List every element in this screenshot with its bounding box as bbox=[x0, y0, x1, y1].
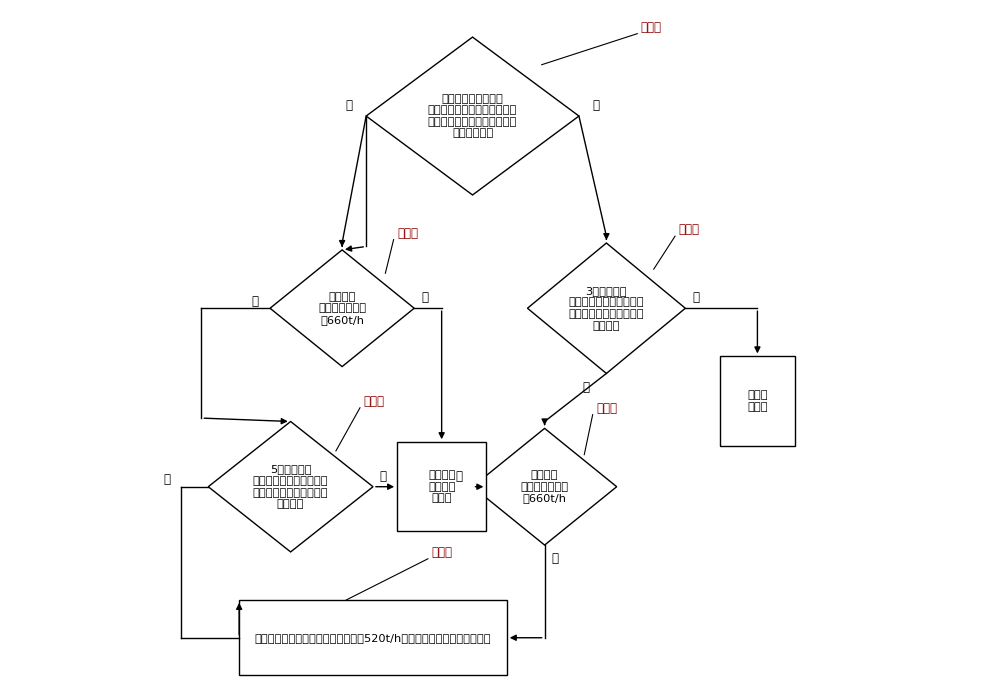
Bar bbox=[239, 600, 507, 675]
Text: 否: 否 bbox=[251, 295, 258, 308]
Polygon shape bbox=[270, 250, 414, 367]
Text: 步骤二: 步骤二 bbox=[397, 226, 418, 239]
Text: 是: 是 bbox=[380, 470, 387, 483]
Bar bbox=[720, 356, 795, 446]
Text: 否: 否 bbox=[551, 552, 558, 565]
Text: 步骤四: 步骤四 bbox=[363, 394, 384, 408]
Text: 步骤五: 步骤五 bbox=[596, 401, 617, 415]
Polygon shape bbox=[366, 37, 579, 195]
Text: 备用电动
给水泵联
启成功: 备用电动 给水泵联 启成功 bbox=[428, 470, 455, 503]
Text: 机组跳
闸停机: 机组跳 闸停机 bbox=[747, 390, 768, 412]
Text: 机组主气
流量是否小于等
于660t/h: 机组主气 流量是否小于等 于660t/h bbox=[318, 291, 366, 325]
Polygon shape bbox=[473, 428, 617, 545]
Text: 否: 否 bbox=[692, 291, 699, 304]
Text: 机组主气
流量是否小于等
于660t/h: 机组主气 流量是否小于等 于660t/h bbox=[521, 470, 569, 503]
Polygon shape bbox=[208, 421, 373, 552]
Bar bbox=[397, 442, 486, 531]
Text: 5秒后联锁启
动副备用电动给水泵，判
断副备用电动给水泵是否
启动成功: 5秒后联锁启 动副备用电动给水泵，判 断副备用电动给水泵是否 启动成功 bbox=[253, 464, 328, 509]
Text: 是: 是 bbox=[455, 470, 462, 483]
Text: 否: 否 bbox=[593, 99, 600, 112]
Text: 3秒后联锁启
动副备用电动给水泵，判
断副备用电动给水泵是否
启动成功: 3秒后联锁启 动副备用电动给水泵，判 断副备用电动给水泵是否 启动成功 bbox=[569, 286, 644, 331]
Text: 步骤一: 步骤一 bbox=[641, 21, 662, 34]
Text: 是: 是 bbox=[345, 99, 352, 112]
Text: 否: 否 bbox=[164, 473, 171, 486]
Polygon shape bbox=[527, 243, 685, 374]
Text: 步骤三: 步骤三 bbox=[678, 223, 699, 236]
Text: 在汽动给水泵发生故
障后，联锁启动主备用电动给
水泵，判断主备用电动给水泵
是否启动成功: 在汽动给水泵发生故 障后，联锁启动主备用电动给 水泵，判断主备用电动给水泵 是否… bbox=[428, 93, 517, 138]
Text: 步骤六: 步骤六 bbox=[431, 546, 452, 559]
Text: 是: 是 bbox=[421, 291, 428, 304]
Text: 触发辅机故障减负荷，直至负荷降至520t/h，且辅机故障减负荷信号消失: 触发辅机故障减负荷，直至负荷降至520t/h，且辅机故障减负荷信号消失 bbox=[255, 632, 491, 643]
Text: 是: 是 bbox=[582, 381, 589, 394]
